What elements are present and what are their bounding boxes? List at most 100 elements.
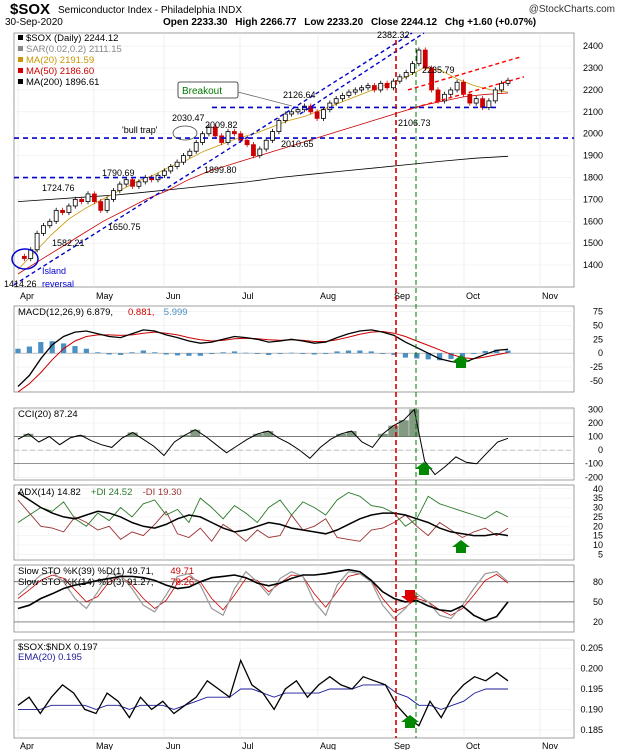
sto-legend-2-0: Slow STO %K(14) %D(3) 91.27, — [18, 577, 154, 588]
candle-body — [429, 67, 435, 91]
macd-signal-line — [17, 330, 509, 393]
macd-hist-bar — [505, 350, 511, 354]
candle-body — [441, 93, 447, 102]
high-value: 2266.77 — [260, 17, 297, 28]
y-tick-label: 80 — [593, 577, 603, 587]
y-tick-label: 75 — [593, 307, 603, 317]
y-tick-label: 200 — [588, 418, 603, 428]
macd-hist-bar — [152, 352, 158, 354]
candle-body — [53, 209, 59, 222]
candle-body — [486, 100, 492, 108]
adx-legend-2: -DI 19.30 — [143, 487, 182, 498]
price-legend-swatch — [18, 46, 23, 51]
quote-values: Open 2233.30 High 2266.77 Low 2233.20 Cl… — [163, 17, 536, 28]
macd-legend-1: 0.881, — [128, 307, 154, 318]
y-tick-label: 15 — [593, 531, 603, 541]
y-tick-label: 2300 — [583, 63, 603, 73]
candle-body — [346, 91, 352, 96]
macd-hist-bar — [459, 353, 466, 358]
sto39-line — [17, 568, 509, 622]
price-legend-swatch — [18, 79, 23, 84]
price-annotation: 1414.26 — [4, 279, 37, 289]
macd-hist-bar — [357, 350, 363, 354]
candle-body — [333, 98, 339, 104]
candle-body — [499, 82, 505, 91]
chg-label: Chg — [444, 17, 465, 28]
trend-line-lower — [13, 32, 413, 286]
candle-body — [352, 89, 358, 93]
quote-date: 30-Sep-2020 — [5, 17, 63, 28]
y-tick-label: 300 — [588, 404, 603, 414]
price-annotation: reversal — [42, 279, 74, 289]
candle-body — [378, 82, 384, 91]
x-tick-label-top: Nov — [542, 291, 559, 301]
watermark: @StockCharts.com — [528, 4, 615, 15]
y-tick-label: 1500 — [583, 238, 603, 248]
candle-body — [365, 85, 371, 89]
ratio-green-arrow — [401, 715, 419, 728]
x-tick-label-bottom: Jul — [242, 741, 254, 750]
plus-di-line — [17, 492, 509, 527]
macd-hist-bar — [72, 346, 78, 354]
ma200-line — [17, 155, 509, 202]
panel-frame-adx — [13, 484, 575, 561]
cci-overbought-fill — [252, 433, 263, 437]
price-annotation: 2030.47 — [172, 113, 205, 123]
price-legend-item: MA(20) 2191.59 — [26, 55, 94, 66]
price-annotation: 2009.82 — [205, 120, 238, 130]
macd-hist-bar — [38, 342, 44, 354]
candle-body — [263, 139, 269, 150]
price-legend-item: MA(200) 1896.61 — [26, 77, 99, 88]
y-tick-label: 30 — [593, 503, 603, 513]
y-tick-label: 20 — [593, 617, 603, 627]
macd-hist-bar — [368, 351, 374, 354]
candle-body — [314, 111, 320, 119]
candle-body — [231, 131, 237, 135]
candle-body — [21, 255, 27, 259]
y-tick-label: -25 — [590, 362, 603, 372]
cci-overbought-fill — [388, 425, 399, 437]
y-tick-label: 5 — [598, 549, 603, 559]
candle-body — [340, 95, 345, 100]
y-tick-label: 20 — [593, 521, 603, 531]
price-legend-item: SAR(0.02,0.2) 2111.15 — [26, 44, 122, 55]
candle-body — [461, 81, 466, 95]
candle-body — [60, 209, 65, 213]
sto14-k-line — [17, 570, 509, 620]
candle-body — [282, 113, 288, 121]
ratio-ema-line — [18, 684, 508, 710]
sto-legend-1-0: Slow STO %K(39) %D(1) 49.71, — [18, 566, 154, 577]
x-tick-label-bottom: Apr — [20, 741, 34, 750]
y-tick-label: 40 — [593, 484, 603, 494]
price-annotation: 2235.79 — [422, 65, 455, 75]
candle-body — [244, 139, 250, 146]
adx-legend-0: ADX(14) 14.82 — [18, 487, 81, 498]
macd-hist-bar — [220, 352, 226, 354]
candle-body — [321, 109, 326, 119]
cci-line — [17, 408, 509, 476]
macd-legend-2: 5.999 — [164, 307, 188, 318]
sto-legend-1-1: 49.71 — [170, 566, 194, 577]
y-tick-label: 2200 — [583, 85, 603, 95]
y-tick-label: 1400 — [583, 260, 603, 270]
candle-body — [384, 82, 390, 89]
price-annotation: 2106.73 — [398, 118, 431, 128]
macd-green-arrow — [452, 355, 470, 368]
macd-hist-bar — [83, 348, 89, 354]
macd-hist-bar — [15, 348, 21, 354]
candle-body — [391, 80, 396, 89]
candle-body — [270, 131, 275, 141]
macd-hist-bar — [448, 353, 454, 359]
y-tick-label: 2000 — [583, 129, 603, 139]
breakout-label: Breakout — [182, 86, 222, 97]
y-tick-label: 1800 — [583, 173, 603, 183]
cci-overbought-fill — [409, 409, 420, 437]
candle-body — [193, 142, 199, 152]
candle-body — [371, 85, 377, 91]
header-quote-row: 30-Sep-2020 Open 2233.30 High 2266.77 Lo… — [0, 17, 620, 29]
cci-overbought-fill — [398, 420, 409, 437]
price-legend-item: MA(50) 2186.60 — [26, 66, 94, 77]
symbol-title: $SOX — [10, 1, 51, 18]
macd-hist-bar — [482, 350, 488, 354]
index-name: Semiconductor Index - Philadelphia INDX — [58, 5, 242, 16]
